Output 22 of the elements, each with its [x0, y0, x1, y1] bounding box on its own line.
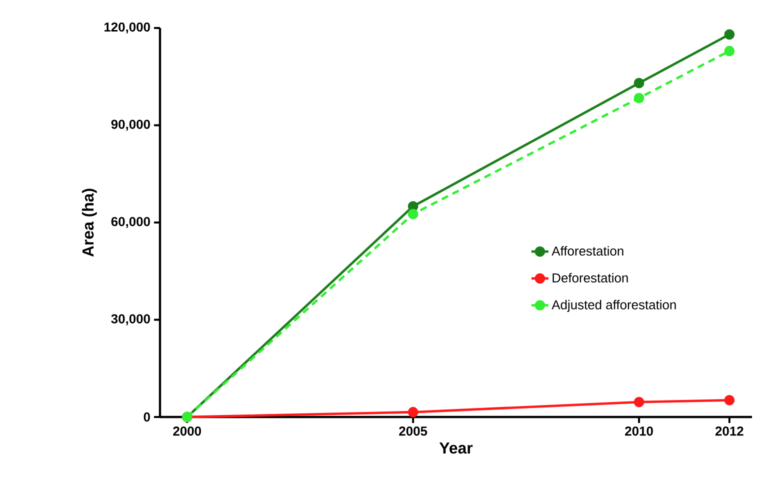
y-tick-label: 120,000 — [104, 22, 150, 34]
legend-label: Afforestation — [552, 246, 624, 256]
point — [634, 78, 644, 88]
y-tick-label: 0 — [144, 412, 150, 422]
point — [724, 394, 735, 406]
x-tick-label: 2005 — [399, 426, 428, 436]
point — [724, 29, 735, 40]
y-tick-label: 90,000 — [111, 120, 150, 131]
x-tick-label: 2010 — [625, 426, 653, 436]
legend-label: Deforestation — [552, 272, 628, 283]
y-tick-label: 30,000 — [111, 314, 150, 326]
x-tick-label: 2000 — [173, 426, 201, 436]
point — [408, 406, 418, 418]
x-axis-title: Year — [439, 442, 473, 454]
point — [408, 208, 418, 220]
x-tick-label: 2012 — [715, 426, 744, 436]
point — [724, 46, 735, 56]
y-tick-label: 60,000 — [111, 216, 150, 228]
legend-label: Adjusted afforestation — [552, 300, 676, 312]
y-axis-title: Area (ha) — [82, 188, 97, 257]
point — [634, 92, 644, 104]
point — [634, 396, 644, 408]
